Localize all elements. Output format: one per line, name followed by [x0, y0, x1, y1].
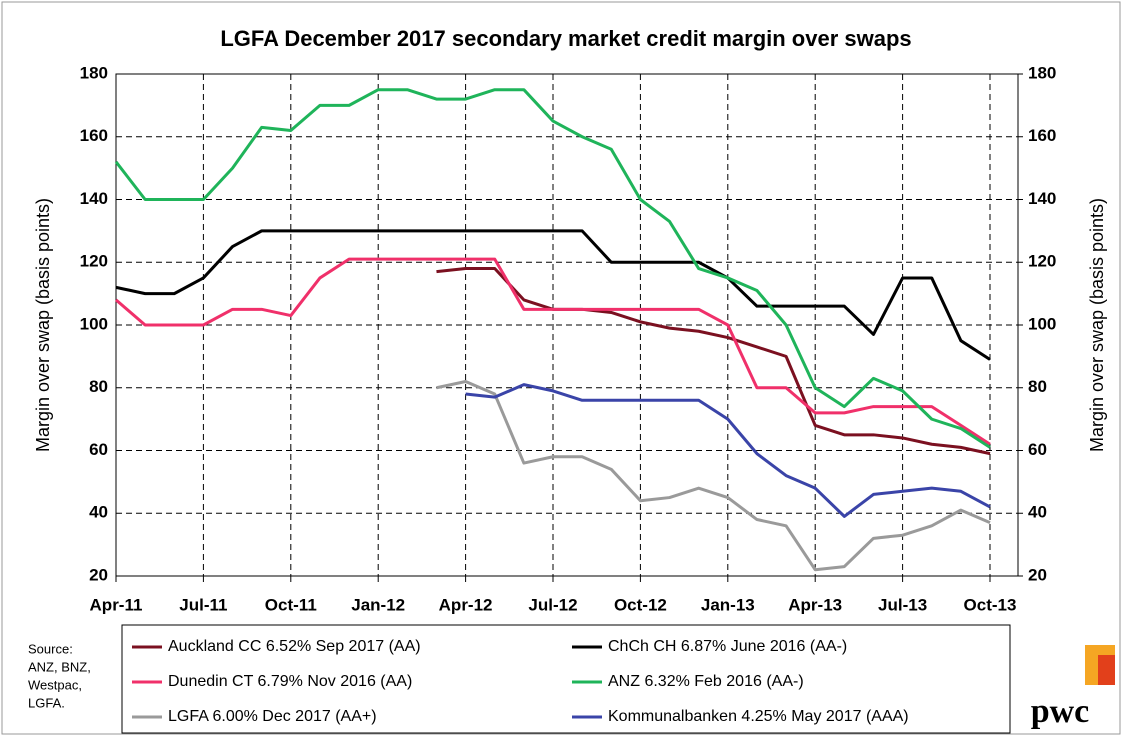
legend-box: [121, 624, 1011, 734]
y2-axis-label: Margin over swap (basis points): [1087, 198, 1107, 452]
series-line: [115, 229, 991, 361]
series-line: [436, 379, 991, 572]
x-tick-label: Oct-12: [614, 595, 667, 614]
y2-tick-label: 140: [1028, 189, 1056, 208]
y2-tick-label: 180: [1028, 63, 1056, 82]
legend-label: Kommunalbanken 4.25% May 2017 (AAA): [608, 708, 909, 725]
legend-label: ChCh CH 6.87% June 2016 (AA-): [608, 638, 847, 655]
source: Source:: [28, 641, 73, 656]
source: ANZ, BNZ,: [28, 659, 91, 674]
y2-tick-label: 80: [1028, 377, 1047, 396]
y-tick-label: 40: [89, 503, 108, 522]
x-tick-label: Oct-13: [964, 595, 1017, 614]
x-tick-label: Jul-13: [878, 595, 927, 614]
chart-title: LGFA December 2017 secondary market cred…: [220, 26, 911, 51]
x-tick-label: Jul-11: [179, 595, 227, 614]
source: LGFA.: [28, 695, 65, 710]
y2-tick-label: 40: [1028, 503, 1047, 522]
y-tick-label: 160: [80, 126, 108, 145]
y2-tick-label: 100: [1028, 314, 1056, 333]
x-tick-label: Jul-12: [528, 595, 577, 614]
y-tick-label: 100: [80, 314, 108, 333]
y-tick-label: 180: [80, 63, 108, 82]
x-tick-label: Oct-11: [265, 595, 317, 614]
y-tick-label: 140: [80, 189, 108, 208]
x-tick-label: Jan-13: [701, 595, 755, 614]
series-line: [465, 383, 991, 518]
series-line: [114, 88, 991, 449]
y-tick-label: 60: [89, 440, 108, 459]
source: Westpac,: [28, 677, 82, 692]
y-axis-label: Margin over swap (basis points): [33, 198, 53, 452]
y-tick-label: 80: [89, 377, 108, 396]
y2-tick-label: 20: [1028, 565, 1047, 584]
x-tick-label: Apr-11: [90, 595, 143, 614]
logo: pwc: [1031, 693, 1090, 730]
legend-label: LGFA 6.00% Dec 2017 (AA+): [168, 708, 377, 725]
series-line: [436, 267, 991, 456]
plot-border: [115, 73, 1019, 577]
y-tick-label: 20: [89, 565, 108, 584]
logo-mark: [1098, 655, 1115, 685]
legend-label: ANZ 6.32% Feb 2016 (AA-): [608, 673, 804, 690]
series-line: [115, 257, 991, 446]
x-tick-label: Apr-12: [439, 595, 493, 614]
x-tick-label: Jan-12: [351, 595, 405, 614]
y-tick-label: 120: [80, 252, 108, 271]
y2-tick-label: 120: [1028, 252, 1056, 271]
legend-label: Dunedin CT 6.79% Nov 2016 (AA): [168, 673, 412, 690]
y2-tick-label: 60: [1028, 440, 1047, 459]
x-tick-label: Apr-13: [788, 595, 842, 614]
legend-label: Auckland CC 6.52% Sep 2017 (AA): [168, 638, 421, 655]
y2-tick-label: 160: [1028, 126, 1056, 145]
